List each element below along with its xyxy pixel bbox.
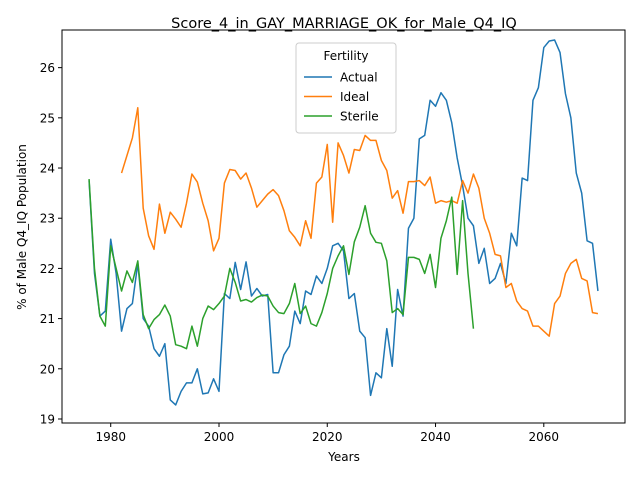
y-tick-label: 24: [40, 162, 55, 176]
y-tick-label: 19: [40, 412, 55, 426]
legend-label-ideal: Ideal: [340, 90, 369, 104]
series-line-ideal: [120, 107, 599, 337]
y-tick-label: 21: [40, 312, 55, 326]
x-tick-label: 1980: [95, 430, 126, 444]
x-tick-label: 2060: [529, 430, 560, 444]
chart-title: Score_4_in_GAY_MARRIAGE_OK_for_Male_Q4_I…: [171, 16, 517, 32]
series-line-sterile: [88, 179, 475, 350]
x-axis: 1980 2000 2020 2040 2060: [95, 423, 559, 444]
x-tick-label: 2040: [420, 430, 451, 444]
legend-title: Fertility: [323, 49, 368, 63]
legend-label-sterile: Sterile: [340, 110, 379, 124]
x-axis-label: Years: [327, 450, 360, 464]
y-axis: 19 20 21 22 23 24 25 26: [40, 61, 62, 426]
y-tick-label: 25: [40, 111, 55, 125]
x-tick-label: 2020: [312, 430, 343, 444]
legend: Fertility Actual Ideal Sterile: [295, 42, 397, 134]
y-tick-label: 23: [40, 212, 55, 226]
x-tick-label: 2000: [204, 430, 235, 444]
y-tick-label: 20: [40, 362, 55, 376]
plot-frame: [61, 29, 626, 424]
legend-label-actual: Actual: [340, 71, 378, 85]
y-axis-label: % of Male Q4_IQ Population: [15, 144, 29, 310]
legend-box: [295, 42, 397, 134]
y-tick-label: 26: [40, 61, 55, 75]
y-tick-label: 22: [40, 262, 55, 276]
plot-area: [88, 39, 599, 406]
series-line-actual: [88, 39, 599, 406]
